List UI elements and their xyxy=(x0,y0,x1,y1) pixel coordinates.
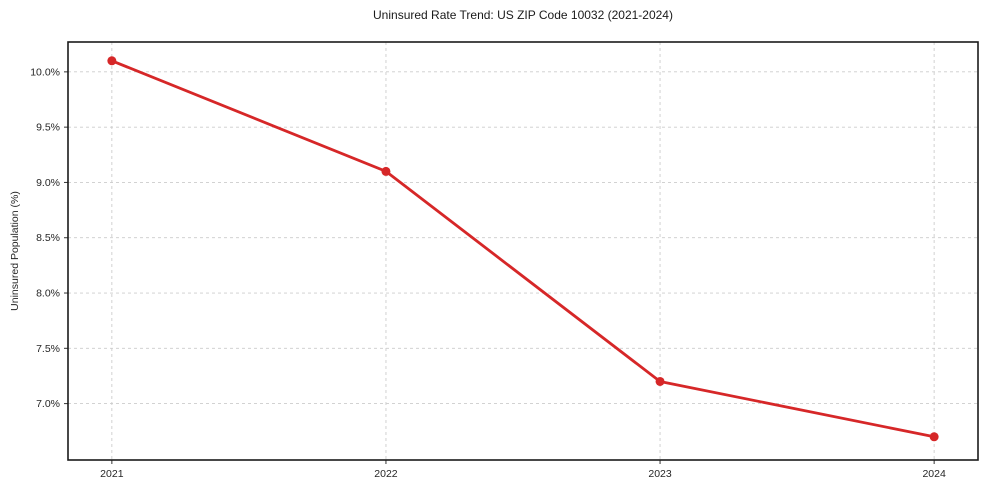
x-tick-label: 2023 xyxy=(648,468,672,480)
y-tick-label: 7.0% xyxy=(36,398,60,410)
data-point xyxy=(107,56,117,66)
x-tick-label: 2024 xyxy=(922,468,946,480)
y-tick-label: 7.5% xyxy=(36,343,60,355)
plot-border xyxy=(67,41,979,461)
y-tick-label: 10.0% xyxy=(30,66,60,78)
trend-line xyxy=(110,59,936,439)
y-tick-label: 8.5% xyxy=(36,232,60,244)
x-tick-label: 2022 xyxy=(374,468,398,480)
data-point xyxy=(929,432,939,442)
y-tick-label: 9.0% xyxy=(36,177,60,189)
data-point xyxy=(381,166,391,176)
y-tick-label: 9.5% xyxy=(36,122,60,134)
y-tick-label: 8.0% xyxy=(36,288,60,300)
data-point xyxy=(655,376,665,386)
x-tick-label: 2021 xyxy=(100,468,124,480)
chart-title: Uninsured Rate Trend: US ZIP Code 10032 … xyxy=(373,8,673,22)
